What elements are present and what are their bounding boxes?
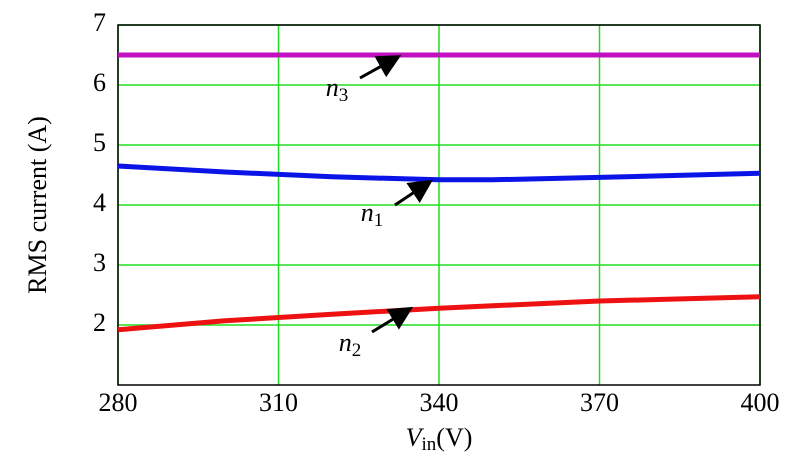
- annotation-arrow: [371, 306, 414, 334]
- y-tick-label: 5: [93, 128, 106, 157]
- y-tick-label: 2: [93, 308, 106, 337]
- annotation-label: n: [339, 328, 352, 357]
- annotation: n3: [326, 73, 349, 106]
- y-tick-label: 3: [93, 248, 106, 277]
- x-tick-label: 310: [259, 388, 298, 417]
- x-tick-label: 280: [99, 388, 138, 417]
- annotation: n1: [361, 198, 384, 231]
- x-tick-label: 340: [420, 388, 459, 417]
- plot-frame: [117, 24, 761, 386]
- annotation-subscript: 3: [339, 85, 349, 106]
- x-tick-label: 400: [741, 388, 780, 417]
- annotation-arrow: [394, 179, 433, 207]
- y-tick-label: 6: [93, 68, 106, 97]
- annotation-subscript: 2: [352, 340, 362, 361]
- y-tick-label: 4: [93, 188, 106, 217]
- annotation: n2: [339, 328, 362, 361]
- y-axis-title: RMS current (A): [23, 116, 52, 294]
- series-line: [117, 294, 761, 333]
- x-tick-label: 370: [580, 388, 619, 417]
- annotation-subscript: 1: [374, 210, 384, 231]
- x-axis-symbol: V: [406, 423, 425, 452]
- y-tick-label: 7: [93, 8, 106, 37]
- x-axis-unit: (V): [436, 423, 472, 452]
- series-line: [117, 163, 761, 183]
- annotation-label: n: [361, 198, 374, 227]
- x-axis-title: Vin(V): [406, 423, 473, 455]
- x-axis-subscript: in: [422, 434, 437, 455]
- annotation-arrow: [359, 55, 402, 80]
- annotation-label: n: [326, 73, 339, 102]
